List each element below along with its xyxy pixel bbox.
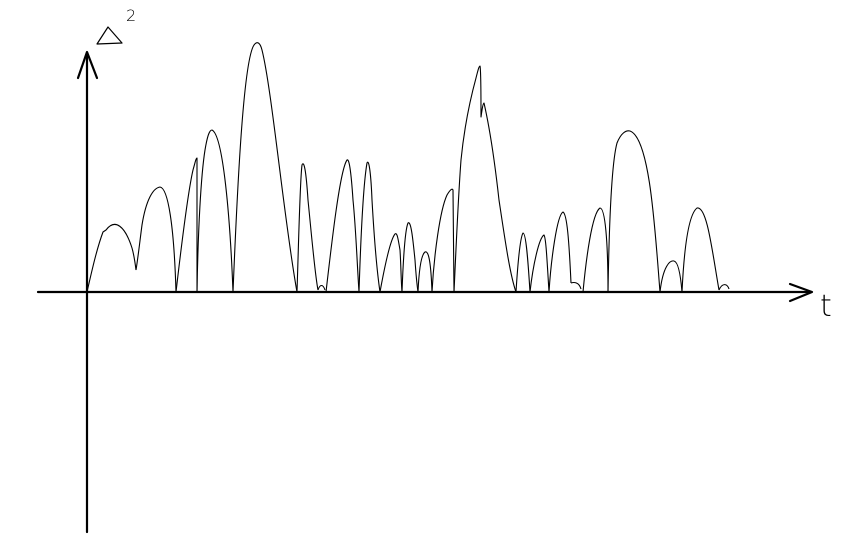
y-axis-exponent: 2 (126, 6, 136, 25)
vertical-axis-arrowhead (76, 50, 99, 80)
x-axis-label: t (820, 289, 832, 324)
horizontal-axis-arrowhead (788, 282, 814, 303)
delta-symbol-icon (96, 26, 123, 45)
signal-curve (86, 42, 730, 293)
